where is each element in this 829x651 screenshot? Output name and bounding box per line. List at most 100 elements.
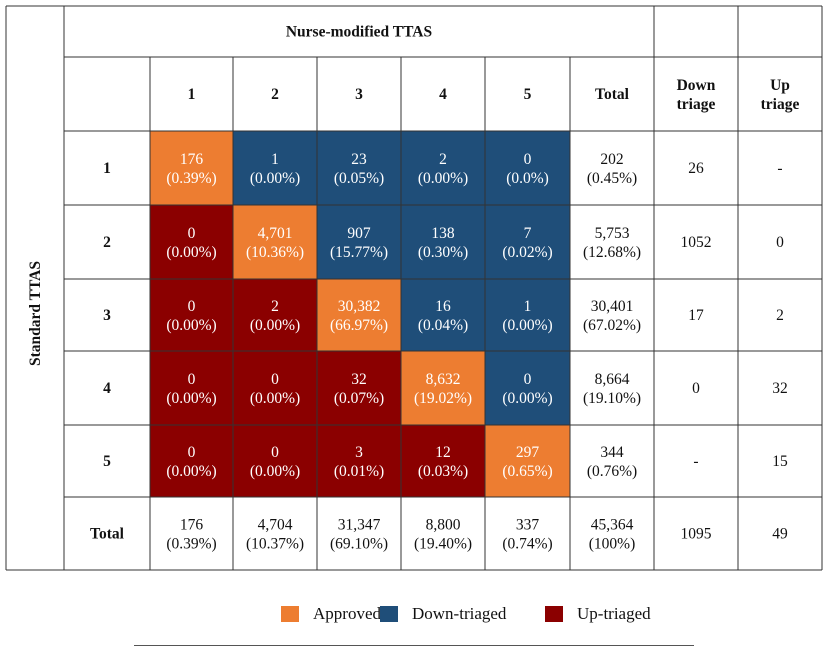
legend: Approved Down-triaged Up-triaged <box>0 600 829 630</box>
matrix-cell-3-3-pct: (66.97%) <box>330 317 388 334</box>
matrix-cell-4-3-pct: (0.07%) <box>334 390 384 407</box>
column-header-down-line2: triage <box>677 96 716 113</box>
matrix-cell-2-1-pct: (0.00%) <box>166 244 216 261</box>
down-triage-5: - <box>693 453 698 470</box>
matrix-cell-4-1-pct: (0.00%) <box>166 390 216 407</box>
legend-item-up-triaged: Up-triaged <box>545 604 651 624</box>
matrix-cell-4-4-count: 8,632 <box>426 371 461 388</box>
legend-swatch-down-triaged <box>380 606 398 622</box>
matrix-cell-fill-1-1-approved <box>150 131 233 205</box>
down-triage-2: 1052 <box>681 234 712 251</box>
matrix-cell-fill-1-4-down <box>401 131 485 205</box>
down-triage-3: 17 <box>688 307 704 324</box>
matrix-cell-3-5-count: 1 <box>524 298 532 315</box>
matrix-cell-fill-1-2-down <box>233 131 317 205</box>
column-header-4: 4 <box>439 86 447 103</box>
matrix-cell-fill-2-3-down <box>317 205 401 279</box>
matrix-cell-fill-1-5-down <box>485 131 570 205</box>
matrix-cell-5-1-pct: (0.00%) <box>166 463 216 480</box>
column-total-4-count: 8,800 <box>426 517 461 534</box>
row-total-2-pct: (12.68%) <box>583 244 641 261</box>
matrix-cell-fill-2-5-down <box>485 205 570 279</box>
matrix-cell-fill-5-4-up <box>401 425 485 497</box>
column-header-up-line2: triage <box>761 96 800 113</box>
row-label-total: Total <box>90 526 125 543</box>
column-header-3: 3 <box>355 86 363 103</box>
down-triage-1: 26 <box>688 160 704 177</box>
matrix-cell-5-2-count: 0 <box>271 444 279 461</box>
row-total-5-count: 344 <box>600 444 624 461</box>
matrix-cell-5-2-pct: (0.00%) <box>250 463 300 480</box>
matrix-cell-fill-4-2-up <box>233 351 317 425</box>
column-total-3-pct: (69.10%) <box>330 536 388 553</box>
row-label-1: 1 <box>103 160 111 177</box>
grand-total-pct: (100%) <box>589 536 636 553</box>
column-header-down-line1: Down <box>677 77 716 94</box>
matrix-cell-3-4-pct: (0.04%) <box>418 317 468 334</box>
matrix-cell-fill-5-3-up <box>317 425 401 497</box>
matrix-cell-1-3-pct: (0.05%) <box>334 170 384 187</box>
matrix-cell-5-4-count: 12 <box>435 444 451 461</box>
matrix-cell-2-3-pct: (15.77%) <box>330 244 388 261</box>
column-total-2-pct: (10.37%) <box>246 536 304 553</box>
matrix-cell-1-1-count: 176 <box>180 151 204 168</box>
matrix-cell-3-1-count: 0 <box>188 298 196 315</box>
grand-total-count: 45,364 <box>591 517 634 534</box>
matrix-cell-4-2-count: 0 <box>271 371 279 388</box>
legend-label-approved: Approved <box>313 604 381 623</box>
column-total-4-pct: (19.40%) <box>414 536 472 553</box>
row-total-1-pct: (0.45%) <box>587 170 637 187</box>
column-total-2-count: 4,704 <box>258 517 293 534</box>
row-label-4: 4 <box>103 380 111 397</box>
row-total-3-pct: (67.02%) <box>583 317 641 334</box>
matrix-cell-1-3-count: 23 <box>351 151 367 168</box>
column-total-5-count: 337 <box>516 517 540 534</box>
matrix-cell-5-5-pct: (0.65%) <box>502 463 552 480</box>
matrix-cell-3-2-count: 2 <box>271 298 279 315</box>
up-triage-4: 32 <box>772 380 788 397</box>
up-triage-2: 0 <box>776 234 784 251</box>
matrix-cell-1-5-pct: (0.0%) <box>506 170 549 187</box>
matrix-cell-fill-4-1-up <box>150 351 233 425</box>
row-total-4-pct: (19.10%) <box>583 390 641 407</box>
row-total-1-count: 202 <box>600 151 623 168</box>
matrix-cell-fill-3-1-up <box>150 279 233 351</box>
matrix-cell-3-1-pct: (0.00%) <box>166 317 216 334</box>
column-total-1-count: 176 <box>180 517 204 534</box>
legend-label-down-triaged: Down-triaged <box>412 604 507 623</box>
matrix-cell-3-3-count: 30,382 <box>338 298 381 315</box>
matrix-cell-2-4-count: 138 <box>431 225 455 242</box>
matrix-cell-3-5-pct: (0.00%) <box>502 317 552 334</box>
matrix-cell-fill-3-5-down <box>485 279 570 351</box>
matrix-cell-2-3-count: 907 <box>347 225 371 242</box>
column-total-5-pct: (0.74%) <box>502 536 552 553</box>
matrix-cell-fill-5-2-up <box>233 425 317 497</box>
matrix-cell-fill-3-4-down <box>401 279 485 351</box>
legend-item-down-triaged: Down-triaged <box>380 604 506 624</box>
matrix-cell-2-2-pct: (10.36%) <box>246 244 304 261</box>
row-total-3-count: 30,401 <box>591 298 634 315</box>
column-total-3-count: 31,347 <box>338 517 381 534</box>
column-header-total: Total <box>595 86 630 103</box>
up-triage-1: - <box>777 160 782 177</box>
bottom-rule <box>134 645 694 646</box>
matrix-cell-fill-4-5-down <box>485 351 570 425</box>
table-title: Nurse-modified TTAS <box>286 24 432 41</box>
column-header-2: 2 <box>271 86 279 103</box>
matrix-cell-5-4-pct: (0.03%) <box>418 463 468 480</box>
matrix-cell-2-4-pct: (0.30%) <box>418 244 468 261</box>
matrix-cell-4-5-count: 0 <box>524 371 532 388</box>
matrix-cell-4-4-pct: (19.02%) <box>414 390 472 407</box>
matrix-cell-fill-4-3-up <box>317 351 401 425</box>
up-triage-3: 2 <box>776 307 784 324</box>
row-label-3: 3 <box>103 307 111 324</box>
matrix-cell-1-4-pct: (0.00%) <box>418 170 468 187</box>
down-triage-4: 0 <box>692 380 700 397</box>
matrix-cell-1-2-pct: (0.00%) <box>250 170 300 187</box>
matrix-cell-fill-2-4-down <box>401 205 485 279</box>
matrix-cell-1-4-count: 2 <box>439 151 447 168</box>
matrix-cell-fill-3-2-up <box>233 279 317 351</box>
row-label-5: 5 <box>103 453 111 470</box>
legend-item-approved: Approved <box>281 604 381 624</box>
matrix-cell-5-3-pct: (0.01%) <box>334 463 384 480</box>
